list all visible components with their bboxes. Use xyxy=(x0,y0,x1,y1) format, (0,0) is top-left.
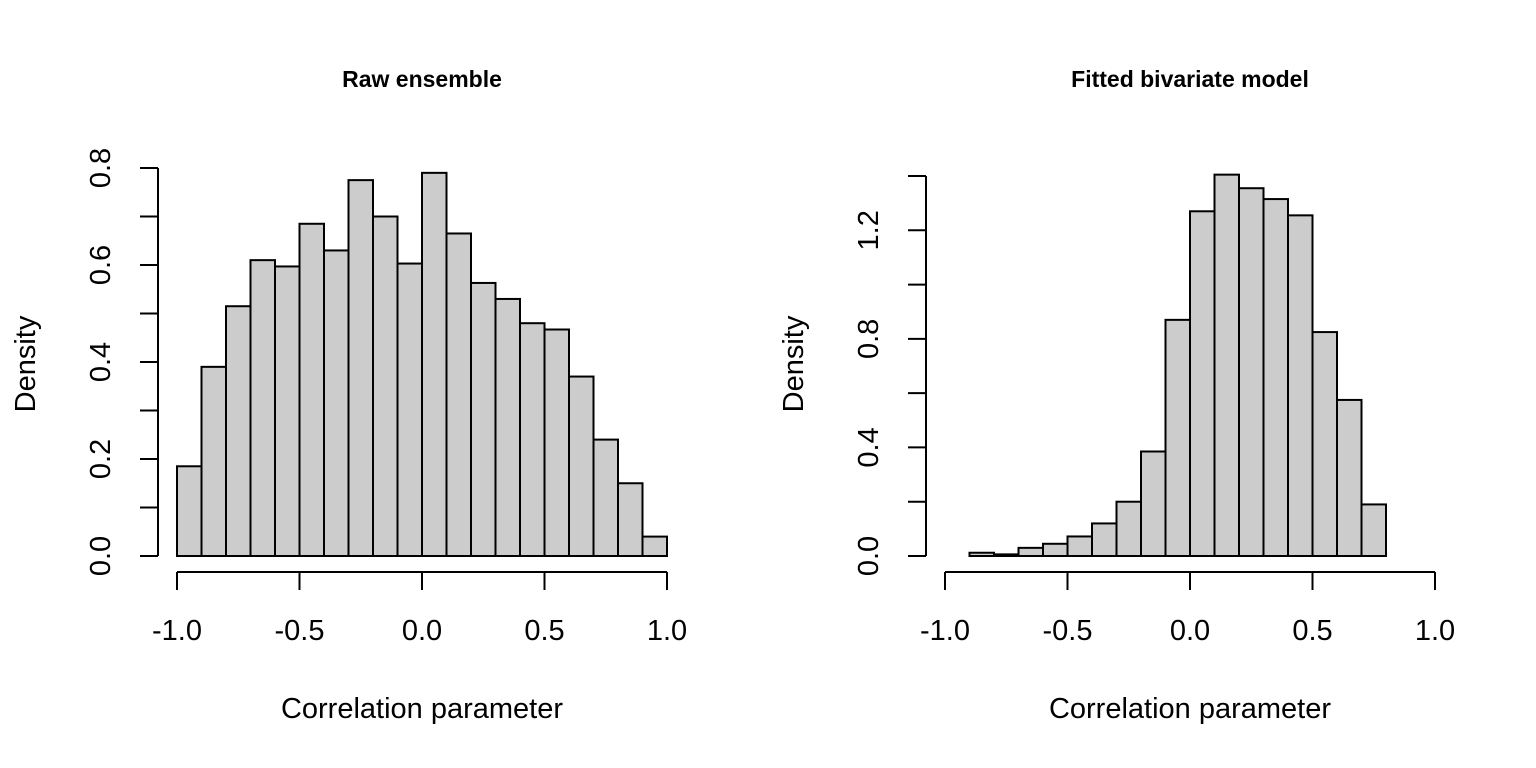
x-axis: -1.0 -0.5 0.0 0.5 1.0 xyxy=(920,571,1455,647)
histogram-bar xyxy=(1262,198,1289,557)
y-tick-label: 0.8 xyxy=(85,148,117,188)
x-tick-label: -0.5 xyxy=(1043,615,1093,647)
histogram-bar xyxy=(543,328,570,557)
histogram-bar xyxy=(176,465,203,557)
y-axis: 0.0 0.4 0.8 1.2 xyxy=(853,175,927,576)
histogram-bar xyxy=(1336,398,1363,557)
histogram-bar xyxy=(396,262,423,557)
histogram-bar xyxy=(494,297,521,557)
x-tick-label: -1.0 xyxy=(920,615,970,647)
histogram-bar xyxy=(1287,214,1314,557)
histogram-bar xyxy=(1238,187,1265,557)
y-tick-label: 1.2 xyxy=(853,210,885,250)
y-axis-label: Density xyxy=(10,315,42,412)
histogram-bar xyxy=(347,179,374,557)
y-axis: 0.0 0.2 0.4 0.6 0.8 xyxy=(85,148,159,576)
histogram-bar xyxy=(1311,331,1338,558)
chart-title: Raw ensemble xyxy=(342,66,502,92)
bars xyxy=(176,171,668,558)
histogram-bar xyxy=(1066,535,1093,558)
y-axis-label: Density xyxy=(778,315,810,412)
histogram-bar xyxy=(993,553,1020,557)
bars xyxy=(968,173,1387,558)
histogram-bar xyxy=(274,265,301,557)
histogram-bar xyxy=(445,232,472,557)
y-tick-label: 0.2 xyxy=(85,439,117,479)
histogram-bar xyxy=(1164,318,1191,557)
histogram-bar xyxy=(568,375,595,557)
histogram-bar xyxy=(968,551,995,558)
panel-fitted-bivariate-model: Fitted bivariate model Correlation param… xyxy=(778,66,1455,725)
histogram-bar xyxy=(249,259,276,557)
y-tick-label: 0.0 xyxy=(85,536,117,576)
panel-raw-ensemble: Raw ensemble Correlation parameter Densi… xyxy=(10,66,687,725)
histogram-bar xyxy=(298,222,325,557)
histogram-bar xyxy=(617,482,644,557)
y-tick-label: 0.0 xyxy=(853,536,885,576)
histogram-bar xyxy=(421,171,448,557)
histogram-bar xyxy=(1091,522,1118,558)
x-tick-label: 1.0 xyxy=(1415,615,1455,647)
histogram-bar xyxy=(372,215,399,557)
histogram-bar xyxy=(1213,173,1240,557)
x-tick-label: 0.5 xyxy=(524,615,564,647)
histogram-bar xyxy=(641,535,668,557)
histogram-bar xyxy=(225,305,252,557)
x-tick-label: 0.0 xyxy=(402,615,442,647)
x-axis: -1.0 -0.5 0.0 0.5 1.0 xyxy=(152,571,687,647)
histogram-bar xyxy=(470,281,497,557)
y-tick-label: 0.4 xyxy=(853,427,885,467)
x-tick-label: 1.0 xyxy=(647,615,687,647)
x-tick-label: -1.0 xyxy=(152,615,202,647)
histogram-bar xyxy=(1017,546,1044,557)
histogram-bar xyxy=(1115,500,1142,558)
histogram-bar xyxy=(519,322,546,558)
x-tick-label: 0.5 xyxy=(1292,615,1332,647)
x-axis-label: Correlation parameter xyxy=(281,693,563,725)
x-tick-label: 0.0 xyxy=(1170,615,1210,647)
histogram-bar xyxy=(1140,450,1167,557)
histogram-bar xyxy=(323,249,350,557)
chart-title: Fitted bivariate model xyxy=(1071,66,1309,92)
histogram-bar xyxy=(1189,210,1216,558)
histogram-bar xyxy=(1042,542,1069,557)
x-axis-label: Correlation parameter xyxy=(1049,693,1331,725)
y-tick-label: 0.4 xyxy=(85,342,117,382)
histogram-bar xyxy=(592,438,619,558)
histogram-bar xyxy=(1360,503,1387,557)
y-tick-label: 0.8 xyxy=(853,319,885,359)
x-tick-label: -0.5 xyxy=(275,615,325,647)
y-tick-label: 0.6 xyxy=(85,245,117,285)
histogram-bar xyxy=(200,365,227,557)
